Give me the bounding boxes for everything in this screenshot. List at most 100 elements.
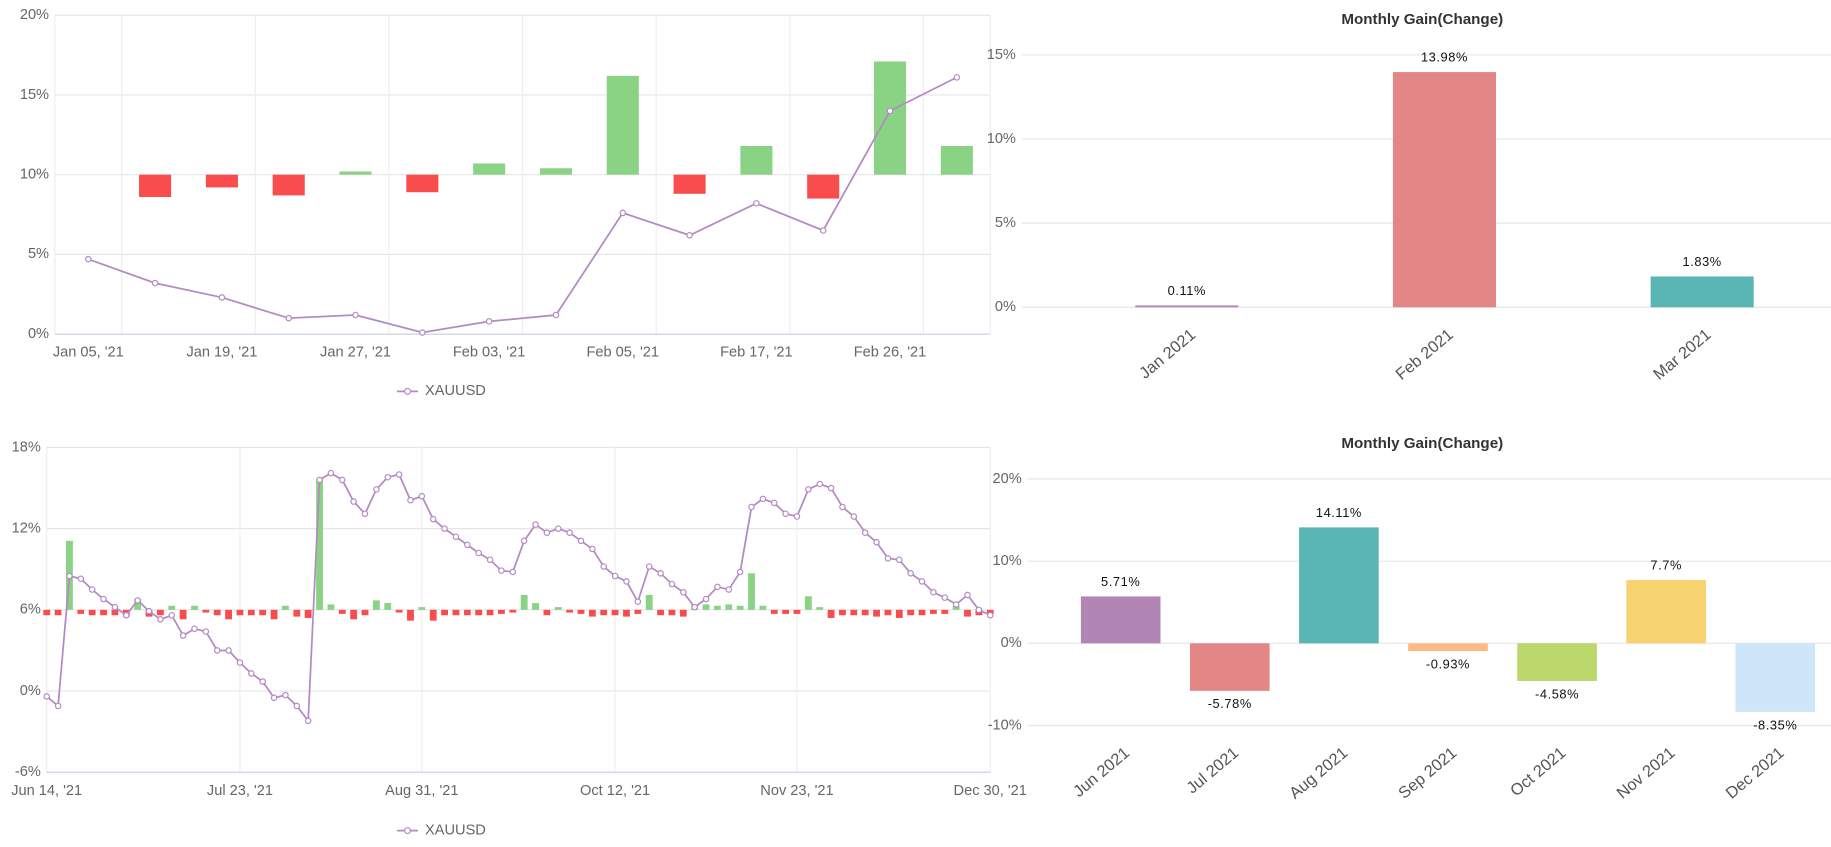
point — [316, 476, 323, 484]
bar — [520, 594, 528, 610]
point — [952, 601, 960, 608]
y-tick-label: 0% — [20, 683, 41, 699]
bar — [804, 596, 812, 610]
point — [282, 691, 289, 699]
bar — [338, 609, 346, 614]
bar — [1080, 596, 1161, 644]
x-tick-label: Jan 2021 — [1136, 326, 1199, 383]
point — [151, 279, 159, 287]
bar — [964, 609, 971, 617]
point — [145, 607, 153, 615]
bar — [247, 609, 255, 616]
point — [218, 294, 226, 301]
y-tick-label: -10% — [988, 717, 1022, 733]
point — [686, 231, 693, 239]
bar — [498, 609, 505, 614]
value-label: 13.98% — [1421, 49, 1468, 64]
point — [918, 578, 926, 585]
y-tick-label: 10% — [20, 167, 49, 183]
bar — [861, 609, 869, 616]
x-tick-label: Jul 2021 — [1183, 744, 1242, 798]
bar — [952, 605, 960, 610]
bar — [225, 609, 233, 620]
point — [225, 647, 232, 654]
bar — [205, 174, 238, 188]
bar — [406, 174, 439, 193]
bar — [679, 609, 687, 617]
bar — [213, 609, 221, 616]
point — [384, 473, 392, 481]
point — [418, 492, 426, 500]
point — [157, 616, 164, 623]
bar — [509, 609, 517, 613]
y-tick-label: 20% — [20, 7, 49, 23]
bar — [929, 609, 937, 614]
point — [429, 515, 437, 523]
point — [657, 570, 664, 577]
bar — [759, 605, 767, 610]
bar — [623, 609, 630, 617]
bar — [463, 609, 471, 616]
y-tick-label: 5% — [995, 215, 1016, 231]
y-tick-label: 6% — [20, 602, 41, 618]
point — [361, 510, 369, 518]
bar — [588, 609, 596, 617]
y-tick-label: 10% — [987, 131, 1016, 147]
bar — [191, 605, 198, 610]
point — [111, 603, 119, 611]
bar — [88, 609, 96, 616]
bar — [1135, 305, 1239, 308]
bar — [532, 603, 539, 610]
x-tick-label: Feb 05, '21 — [586, 345, 659, 361]
bar — [270, 609, 278, 620]
bar — [236, 609, 244, 616]
bar — [1189, 643, 1270, 691]
y-tick-label: 0% — [995, 299, 1016, 315]
point — [600, 563, 607, 570]
bar — [350, 609, 358, 620]
point — [202, 628, 210, 635]
bar — [486, 609, 494, 616]
bar — [327, 604, 335, 610]
legend-label: XAUUSD — [425, 383, 486, 399]
point — [953, 74, 961, 81]
bar — [895, 609, 903, 618]
x-tick-label: Jan 27, '21 — [320, 345, 391, 361]
point — [304, 717, 312, 725]
value-label: -5.78% — [1208, 696, 1252, 711]
point — [373, 486, 380, 493]
bar — [702, 604, 710, 610]
x-tick-label: Feb 03, '21 — [453, 345, 526, 361]
point — [464, 541, 471, 549]
point — [452, 533, 460, 541]
bar — [43, 609, 51, 616]
point — [819, 227, 827, 234]
value-label: 1.83% — [1683, 254, 1722, 269]
x-tick-label: Sep 2021 — [1395, 744, 1460, 803]
point — [485, 318, 493, 325]
bar — [986, 609, 994, 614]
y-tick-label: 18% — [12, 439, 41, 455]
x-tick-label: Feb 2021 — [1392, 326, 1456, 384]
point — [736, 568, 744, 576]
x-tick-label: Aug 2021 — [1286, 744, 1351, 803]
legend-marker — [404, 827, 412, 835]
point — [66, 572, 73, 580]
bar — [407, 609, 414, 621]
bar — [839, 609, 846, 616]
point — [100, 595, 107, 603]
point — [861, 529, 869, 536]
bar — [577, 609, 585, 614]
bar — [918, 609, 926, 616]
point — [805, 486, 812, 493]
chart-title: Monthly Gain(Change) — [1341, 11, 1503, 28]
point — [759, 495, 767, 503]
point — [623, 578, 630, 585]
bar — [713, 605, 721, 610]
point — [532, 521, 539, 528]
bar — [1408, 643, 1488, 651]
value-label: -8.35% — [1753, 717, 1797, 732]
point — [839, 503, 846, 511]
bar — [1650, 276, 1754, 308]
